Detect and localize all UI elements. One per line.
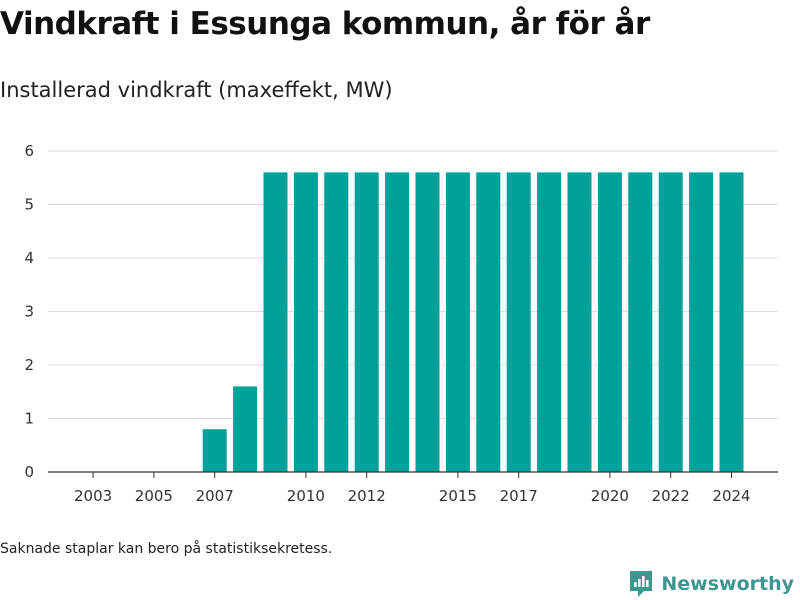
y-tick-label: 6 (24, 142, 34, 160)
bar-chart: 0 1 2 3 4 5 6 2003 2005 2007 2010 2012 2015 2017 2020… (24, 142, 778, 505)
y-tick-label: 3 (24, 303, 34, 321)
bar-2020[interactable] (597, 172, 622, 472)
x-tick-label: 2024 (712, 487, 750, 505)
chart-subtitle: Installerad vindkraft (maxeffekt, MW) (0, 78, 393, 102)
x-tick-label: 2017 (500, 487, 538, 505)
bar-2024[interactable] (719, 172, 744, 472)
bar-2022[interactable] (658, 172, 683, 472)
bar-2023[interactable] (689, 172, 714, 472)
bar-2019[interactable] (567, 172, 592, 472)
y-tick-label: 2 (24, 356, 34, 374)
x-tick-label: 2022 (652, 487, 690, 505)
x-tick-label: 2010 (287, 487, 325, 505)
bar-2013[interactable] (385, 172, 410, 472)
bar-2012[interactable] (354, 172, 379, 472)
y-tick-label: 1 (24, 410, 34, 428)
footnote: Saknade staplar kan bero på statistiksek… (0, 541, 333, 557)
bar-2015[interactable] (445, 172, 470, 472)
y-tick-label: 4 (24, 249, 34, 267)
y-tick-label: 0 (24, 463, 34, 481)
x-tick-label: 2020 (591, 487, 629, 505)
bar-2008[interactable] (233, 386, 258, 472)
y-tick-label: 5 (24, 196, 34, 214)
bar-2016[interactable] (476, 172, 501, 472)
bar-2010[interactable] (293, 172, 318, 472)
chart-title: Vindkraft i Essunga kommun, år för år (0, 6, 650, 42)
brand-name: Newsworthy (661, 573, 794, 595)
x-tick-label: 2015 (439, 487, 477, 505)
x-tick-label: 2012 (348, 487, 386, 505)
bars (202, 172, 744, 472)
y-axis-ticks: 0 1 2 3 4 5 6 (24, 142, 34, 481)
bar-2018[interactable] (537, 172, 562, 472)
bar-2014[interactable] (415, 172, 440, 472)
x-axis-ticks: 2003 2005 2007 2010 2012 2015 2017 2020 2022 2024 (74, 472, 751, 505)
bar-2009[interactable] (263, 172, 288, 472)
gridlines (48, 150, 778, 419)
bar-2007[interactable] (202, 429, 227, 472)
newsworthy-logo-icon (630, 571, 653, 597)
x-tick-label: 2003 (74, 487, 112, 505)
x-tick-label: 2005 (135, 487, 173, 505)
brand-logo[interactable]: Newsworthy (628, 568, 794, 600)
x-tick-label: 2007 (196, 487, 234, 505)
bar-2011[interactable] (324, 172, 349, 472)
bar-2021[interactable] (628, 172, 653, 472)
bar-2017[interactable] (506, 172, 531, 472)
